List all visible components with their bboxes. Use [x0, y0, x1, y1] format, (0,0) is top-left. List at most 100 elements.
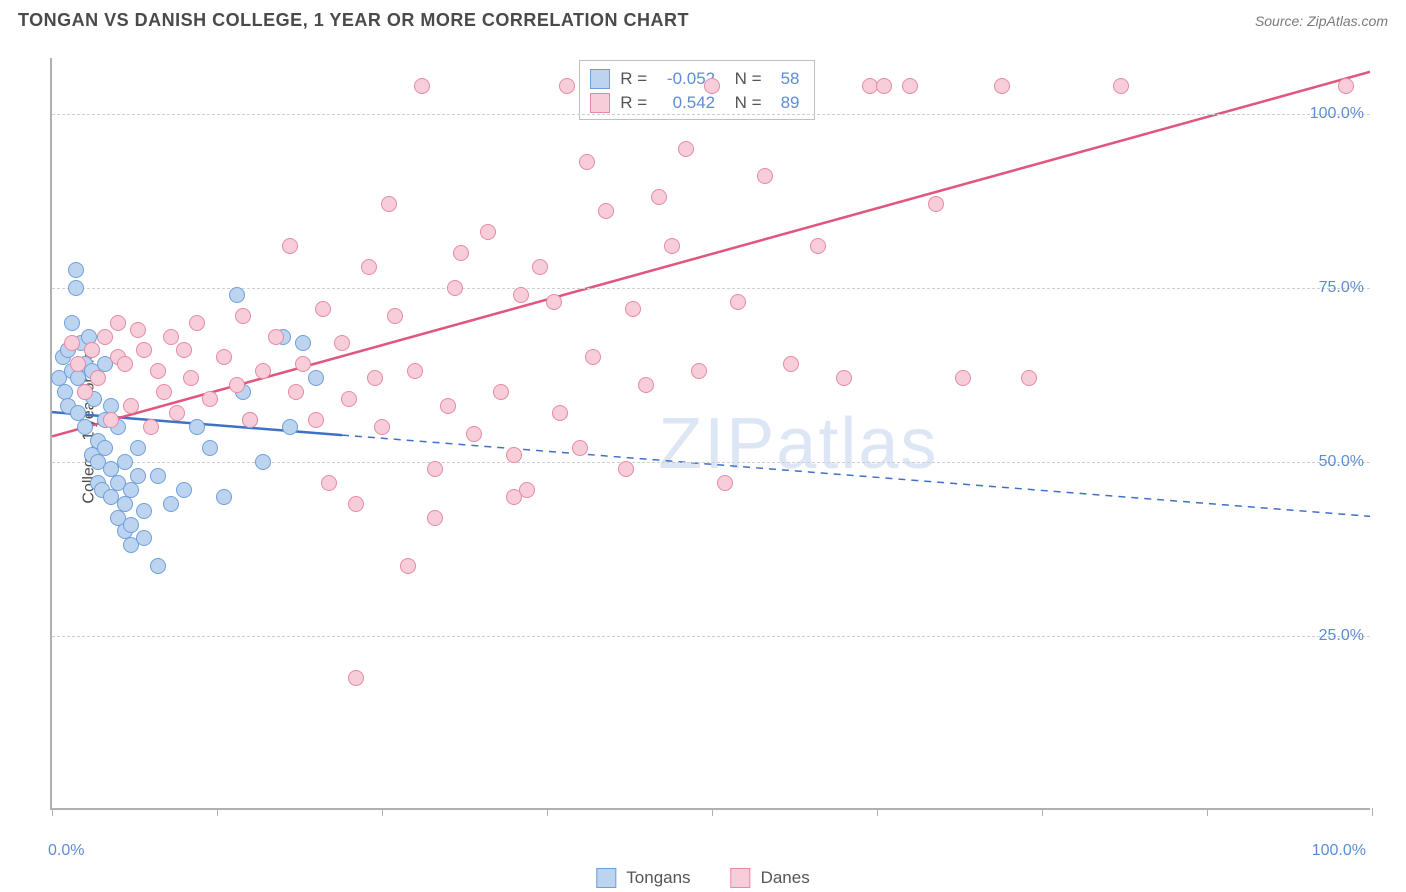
scatter-point: [156, 384, 172, 400]
scatter-point: [183, 370, 199, 386]
scatter-point: [77, 384, 93, 400]
scatter-point: [216, 489, 232, 505]
scatter-point: [163, 496, 179, 512]
scatter-point: [103, 412, 119, 428]
legend-n-value: 58: [772, 67, 800, 91]
scatter-point: [117, 496, 133, 512]
scatter-point: [387, 308, 403, 324]
scatter-point: [704, 78, 720, 94]
series-legend: TongansDanes: [596, 868, 809, 888]
scatter-point: [836, 370, 852, 386]
scatter-point: [110, 315, 126, 331]
scatter-point: [407, 363, 423, 379]
scatter-point: [176, 342, 192, 358]
scatter-point: [136, 503, 152, 519]
scatter-point: [235, 308, 251, 324]
scatter-point: [453, 245, 469, 261]
x-tick-mark: [547, 808, 548, 816]
y-tick-label: 100.0%: [1310, 105, 1364, 123]
scatter-point: [506, 447, 522, 463]
x-tick-mark: [1042, 808, 1043, 816]
scatter-point: [876, 78, 892, 94]
scatter-point: [334, 335, 350, 351]
scatter-point: [229, 287, 245, 303]
source-attribution: Source: ZipAtlas.com: [1255, 13, 1388, 29]
legend-r-label: R =: [620, 91, 647, 115]
scatter-point: [130, 322, 146, 338]
scatter-point: [117, 454, 133, 470]
legend-swatch: [731, 868, 751, 888]
chart-container: TONGAN VS DANISH COLLEGE, 1 YEAR OR MORE…: [0, 0, 1406, 892]
scatter-point: [381, 196, 397, 212]
scatter-point: [130, 468, 146, 484]
scatter-point: [70, 356, 86, 372]
scatter-point: [282, 419, 298, 435]
x-tick-mark: [52, 808, 53, 816]
x-tick-mark: [1372, 808, 1373, 816]
x-axis-max-label: 100.0%: [1312, 842, 1366, 860]
x-tick-mark: [382, 808, 383, 816]
legend-r-value: 0.542: [657, 91, 715, 115]
scatter-point: [994, 78, 1010, 94]
legend-swatch: [596, 868, 616, 888]
legend-item: Tongans: [596, 868, 690, 888]
scatter-point: [315, 301, 331, 317]
scatter-point: [447, 280, 463, 296]
legend-n-label: N =: [725, 91, 761, 115]
scatter-point: [268, 329, 284, 345]
scatter-point: [902, 78, 918, 94]
scatter-point: [295, 335, 311, 351]
gridline-h: [52, 636, 1370, 637]
scatter-point: [68, 280, 84, 296]
scatter-point: [678, 141, 694, 157]
scatter-point: [361, 259, 377, 275]
scatter-point: [321, 475, 337, 491]
scatter-point: [955, 370, 971, 386]
scatter-point: [202, 440, 218, 456]
scatter-point: [440, 398, 456, 414]
scatter-point: [202, 391, 218, 407]
scatter-point: [189, 315, 205, 331]
scatter-point: [546, 294, 562, 310]
scatter-point: [123, 398, 139, 414]
scatter-point: [255, 363, 271, 379]
scatter-point: [730, 294, 746, 310]
scatter-point: [255, 454, 271, 470]
scatter-point: [691, 363, 707, 379]
correlation-legend-box: R = -0.052 N = 58R = 0.542 N = 89: [579, 60, 814, 120]
scatter-point: [928, 196, 944, 212]
scatter-point: [348, 670, 364, 686]
scatter-point: [348, 496, 364, 512]
scatter-point: [664, 238, 680, 254]
x-axis-min-label: 0.0%: [48, 842, 84, 860]
watermark: ZIPatlas: [658, 403, 938, 485]
scatter-point: [136, 530, 152, 546]
scatter-point: [150, 558, 166, 574]
scatter-point: [143, 419, 159, 435]
legend-swatch: [590, 93, 610, 113]
scatter-point: [163, 329, 179, 345]
scatter-point: [651, 189, 667, 205]
scatter-point: [189, 419, 205, 435]
scatter-point: [552, 405, 568, 421]
scatter-point: [64, 315, 80, 331]
legend-swatch: [590, 69, 610, 89]
scatter-point: [136, 342, 152, 358]
legend-n-value: 89: [772, 91, 800, 115]
scatter-point: [598, 203, 614, 219]
scatter-point: [625, 301, 641, 317]
scatter-point: [783, 356, 799, 372]
scatter-point: [90, 370, 106, 386]
x-tick-mark: [1207, 808, 1208, 816]
scatter-point: [176, 482, 192, 498]
scatter-point: [117, 356, 133, 372]
scatter-point: [295, 356, 311, 372]
trend-lines: [52, 58, 1370, 808]
legend-series-name: Tongans: [626, 868, 690, 888]
scatter-point: [572, 440, 588, 456]
scatter-point: [64, 335, 80, 351]
scatter-point: [579, 154, 595, 170]
scatter-point: [216, 349, 232, 365]
scatter-point: [150, 468, 166, 484]
legend-r-label: R =: [620, 67, 647, 91]
